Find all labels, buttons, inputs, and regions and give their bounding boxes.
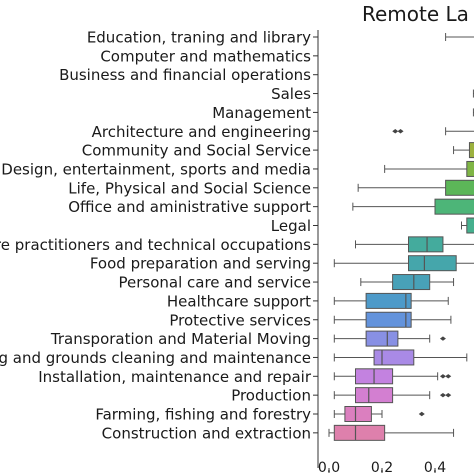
box-item [384, 160, 474, 177]
category-label: Healthcare practitioners and technical o… [0, 236, 311, 254]
outlier-point [392, 129, 399, 134]
iqr-box [355, 387, 394, 404]
box-item [333, 255, 474, 272]
category-label: Legal [271, 217, 311, 235]
category-label: Healthcare support [167, 292, 311, 310]
box-item [461, 217, 474, 234]
x-tick-label: 0.2 [371, 460, 393, 474]
iqr-box [365, 292, 412, 309]
y-axis-ticks [313, 36, 318, 434]
outlier-point [445, 374, 452, 379]
iqr-box [344, 406, 372, 422]
box-item [333, 387, 452, 404]
iqr-box [466, 160, 474, 177]
category-label: Personal care and service [118, 274, 311, 292]
chart-title: Remote La [362, 2, 469, 26]
category-label: Community and Social Service [82, 142, 311, 160]
box-item [453, 142, 474, 159]
box-item [357, 179, 474, 196]
category-label: Business and financial operations [59, 66, 311, 84]
category-label: Management [212, 104, 311, 122]
iqr-box [466, 217, 474, 234]
box-item [333, 406, 425, 422]
outlier-point [439, 374, 446, 379]
iqr-box [365, 330, 399, 347]
box-item [333, 292, 449, 309]
category-label: Office and aministrative support [68, 198, 311, 216]
category-label: Education, traning and library [87, 29, 311, 47]
box-item [333, 330, 446, 347]
category-label: Farming, fishing and forestry [95, 406, 311, 424]
iqr-box [365, 311, 412, 328]
box-item [472, 108, 474, 117]
category-label: Building and grounds cleaning and mainte… [0, 349, 311, 367]
iqr-box [333, 424, 386, 441]
iqr-box [434, 198, 474, 215]
box-item [472, 89, 474, 98]
box-item [333, 349, 468, 366]
x-tick-label: 0.0 [318, 460, 340, 474]
iqr-box [408, 236, 444, 253]
category-label: Life, Physical and Social Science [68, 179, 311, 197]
category-label: Architecture and engineering [92, 123, 311, 141]
iqr-box [373, 349, 415, 366]
box-item [333, 368, 452, 385]
category-label: Sales [271, 85, 311, 103]
category-label: Food preparation and serving [90, 255, 311, 273]
category-label: Production [231, 387, 311, 405]
box-item [355, 236, 474, 253]
iqr-box [445, 179, 474, 196]
category-label: Installation, maintenance and repair [38, 368, 312, 386]
x-axis-ticks: 0.0 0.2 0.4 [318, 460, 446, 474]
iqr-box [408, 255, 457, 272]
iqr-box [468, 142, 474, 159]
box-item [392, 127, 474, 136]
box-item [328, 424, 455, 441]
box-item [445, 33, 474, 41]
outlier-point [418, 411, 425, 417]
box-item [352, 198, 474, 215]
outlier-point [397, 129, 404, 134]
category-label: Protective services [169, 311, 311, 329]
outlier-point [445, 392, 452, 398]
x-tick-label: 0.4 [424, 460, 446, 474]
box-series [328, 33, 474, 441]
category-label: Construction and extraction [102, 424, 311, 442]
outlier-point [439, 392, 446, 398]
box-item [360, 274, 455, 291]
category-label: Design, entertainment, sports and media [1, 160, 311, 178]
category-label: Transporation and Material Moving [50, 330, 311, 348]
iqr-box [392, 274, 431, 291]
category-label: Computer and mathematics [100, 47, 311, 65]
outlier-point [439, 336, 446, 341]
box-item [333, 311, 452, 328]
